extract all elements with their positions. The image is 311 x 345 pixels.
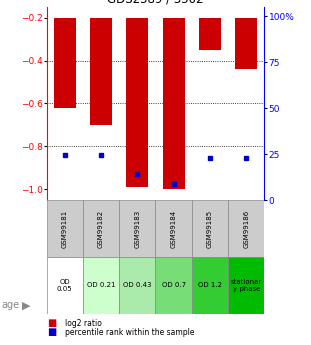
Text: GSM99183: GSM99183 [134,209,140,248]
Text: stationar
y phase: stationar y phase [230,279,262,292]
Text: GSM99184: GSM99184 [171,209,177,248]
Bar [47,257,83,314]
Bar [228,257,264,314]
Text: GSM99181: GSM99181 [62,209,68,248]
Text: GSM99186: GSM99186 [243,209,249,248]
Bar [83,257,119,314]
Text: percentile rank within the sample: percentile rank within the sample [65,328,195,337]
Bar [192,200,228,257]
Bar [119,257,156,314]
Bar [192,257,228,314]
Bar [235,18,257,69]
Bar [47,200,83,257]
Text: OD 0.21: OD 0.21 [87,283,115,288]
Bar [127,18,148,187]
Bar [156,257,192,314]
Text: log2 ratio: log2 ratio [65,319,102,328]
Bar [228,200,264,257]
Bar [163,18,184,189]
Text: OD 0.43: OD 0.43 [123,283,151,288]
Bar [156,200,192,257]
Bar [119,200,156,257]
Text: ■: ■ [47,327,56,337]
Text: OD 0.7: OD 0.7 [162,283,186,288]
Bar [83,200,119,257]
Bar [54,18,76,108]
Text: OD
0.05: OD 0.05 [57,279,72,292]
Text: GSM99185: GSM99185 [207,209,213,248]
Bar [90,18,112,125]
Text: ■: ■ [47,318,56,328]
Text: OD 1.2: OD 1.2 [198,283,222,288]
Text: ▶: ▶ [22,300,30,310]
Text: age: age [2,300,20,310]
Title: GDS2589 / 3502: GDS2589 / 3502 [107,0,204,6]
Bar [199,18,221,50]
Text: GSM99182: GSM99182 [98,209,104,248]
